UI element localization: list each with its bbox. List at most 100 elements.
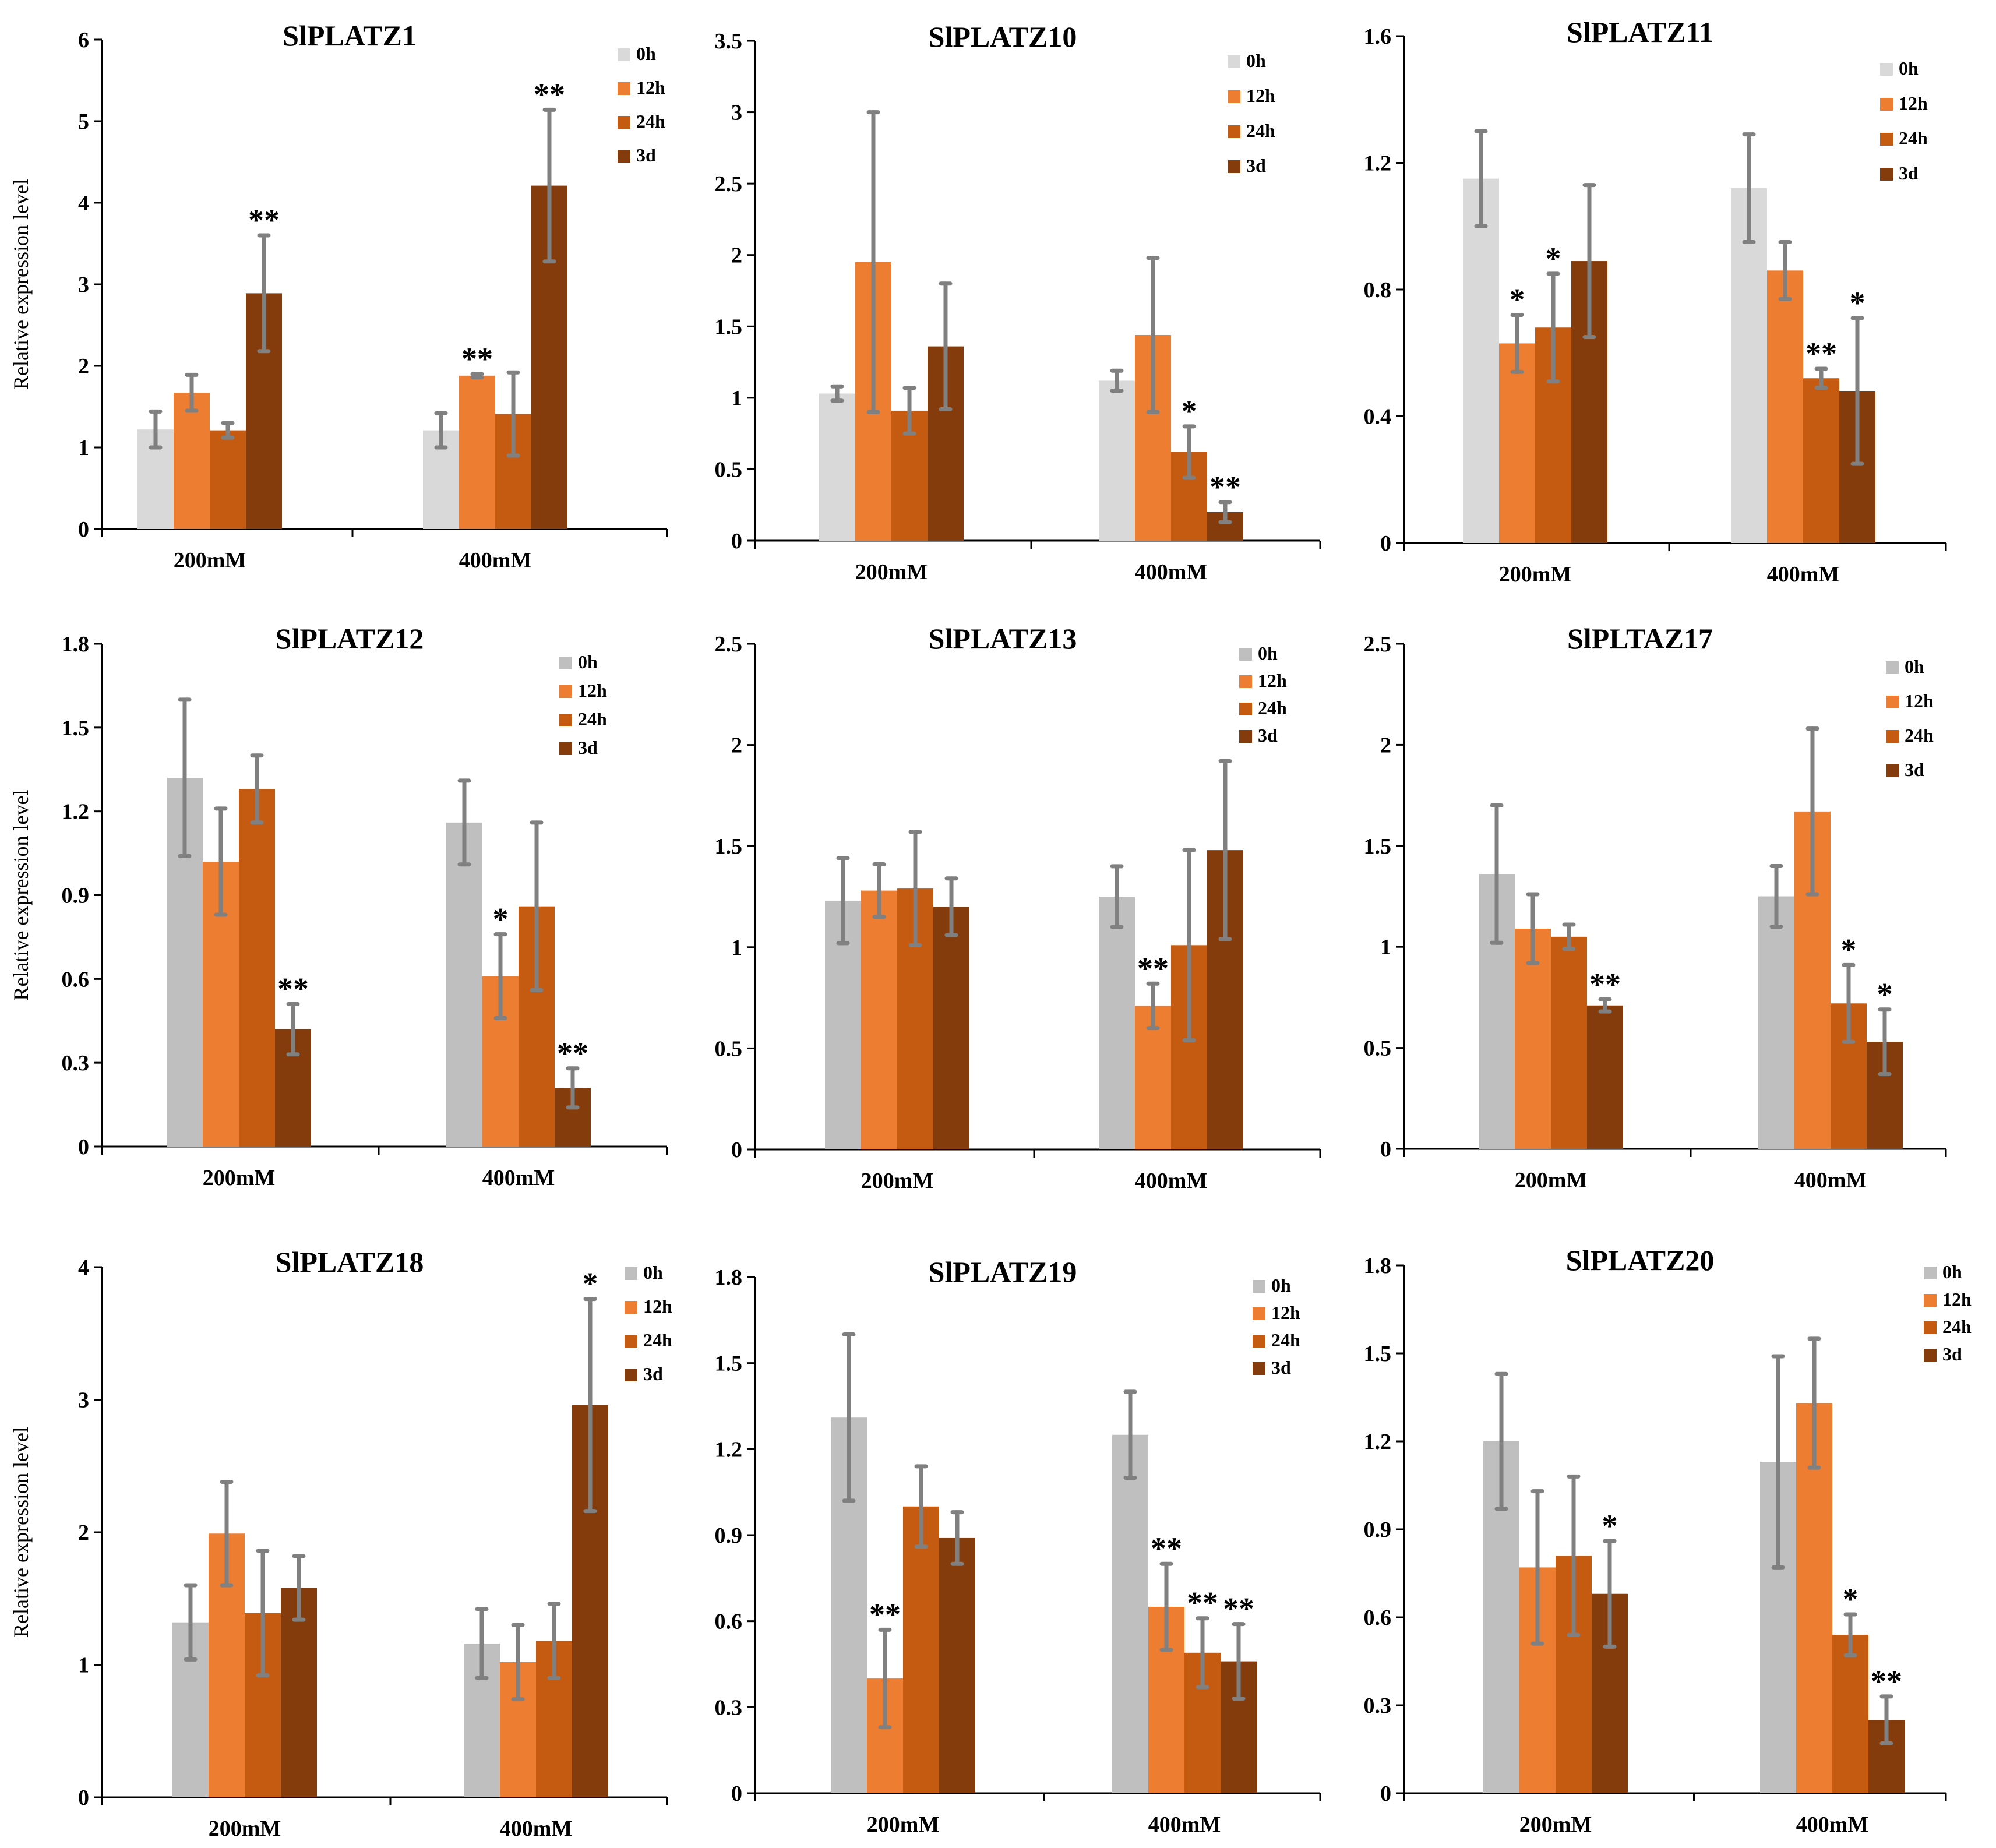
legend-swatch-0h: [618, 48, 630, 61]
significance-marker: **: [869, 1597, 901, 1632]
y-tick-label: 0.5: [1364, 1036, 1392, 1061]
significance-marker: *: [1182, 394, 1197, 429]
legend-swatch-24h: [1886, 730, 1899, 743]
legend-swatch-24h: [559, 714, 572, 726]
legend-label: 12h: [578, 680, 607, 701]
legend-swatch-12h: [1239, 675, 1252, 688]
bar-24h-200mM: [1551, 936, 1587, 1149]
chart-panel-1: 0 1 2 3 4 5 6 Relative expression level SlPLATZ1…: [9, 19, 668, 573]
legend-label: 24h: [1271, 1329, 1300, 1350]
legend-swatch-24h: [1228, 125, 1240, 138]
y-tick-label: 2: [78, 1521, 89, 1545]
y-tick-label: 0.4: [1364, 405, 1392, 429]
legend-swatch-3d: [1886, 764, 1899, 777]
legend-swatch-0h: [1924, 1267, 1937, 1279]
legend-swatch-12h: [1880, 98, 1893, 111]
y-tick-label: 3: [731, 101, 742, 125]
y-tick-label: 1.8: [62, 632, 90, 657]
legend-label: 0h: [1942, 1261, 1962, 1282]
x-category-label: 200mM: [203, 1166, 276, 1190]
x-category-label: 400mM: [459, 548, 532, 573]
x-category-label: 400mM: [500, 1817, 573, 1841]
chart-panel-7: 0 1 2 3 4 Relative expression level SlPLATZ18 2…: [9, 1246, 672, 1841]
y-tick-label: 1.5: [1364, 1342, 1392, 1366]
x-category-label: 200mM: [1519, 1812, 1592, 1837]
y-axis-label: Relative expression level: [9, 1427, 33, 1638]
legend-label: 12h: [1905, 690, 1934, 711]
legend-swatch-0h: [1228, 55, 1240, 68]
y-tick-label: 1.5: [62, 716, 90, 740]
y-tick-label: 0.5: [715, 457, 743, 482]
y-tick-label: 1.8: [715, 1265, 743, 1290]
legend-swatch-0h: [1886, 661, 1899, 674]
bar-0h-400mM: [446, 822, 482, 1147]
y-tick-label: 0: [78, 517, 89, 542]
legend-label: 3d: [1942, 1343, 1962, 1364]
significance-marker: **: [277, 971, 309, 1006]
chart-title: SlPLATZ10: [929, 20, 1077, 53]
y-tick-label: 1.6: [1364, 24, 1392, 49]
legend-swatch-24h: [1253, 1335, 1265, 1348]
legend-swatch-3d: [1880, 168, 1893, 181]
y-axis-label: Relative expression level: [9, 179, 33, 390]
legend-swatch-12h: [618, 82, 630, 95]
legend-swatch-12h: [1924, 1294, 1937, 1307]
legend-label: 24h: [1942, 1316, 1972, 1337]
significance-marker: *: [1850, 285, 1865, 320]
legend-label: 0h: [1258, 643, 1278, 664]
chart-title: SlPLATZ12: [276, 622, 424, 655]
legend-swatch-12h: [559, 685, 572, 698]
significance-marker: *: [583, 1267, 598, 1302]
chart-panel-4: 0 0.3 0.6 0.9 1.2 1.5 1.8 Relative expression l…: [9, 622, 668, 1190]
bar-0h-400mM: [1112, 1434, 1148, 1793]
legend: 0h 12h 24h 3d: [1239, 643, 1287, 746]
y-tick-label: 3: [78, 273, 89, 297]
legend: 0h 12h 24h 3d: [1886, 656, 1934, 780]
bar-0h-400mM: [1099, 380, 1135, 541]
legend: 0h 12h 24h 3d: [1228, 50, 1275, 176]
legend-label: 3d: [578, 737, 598, 758]
legend-label: 0h: [578, 651, 598, 672]
y-tick-label: 1.5: [715, 834, 743, 859]
legend-swatch-24h: [1239, 703, 1252, 715]
x-category-label: 200mM: [1515, 1168, 1588, 1193]
y-tick-label: 1: [731, 386, 742, 411]
legend-swatch-12h: [625, 1301, 637, 1314]
legend-swatch-3d: [559, 742, 572, 755]
y-tick-label: 0.9: [715, 1523, 743, 1548]
bar-12h-200mM: [1515, 928, 1551, 1149]
legend-label: 12h: [1246, 85, 1275, 106]
legend-swatch-3d: [1253, 1362, 1265, 1375]
legend: 0h 12h 24h 3d: [1880, 58, 1928, 184]
bar-12h-200mM: [174, 393, 210, 529]
legend-label: 12h: [1942, 1289, 1972, 1310]
y-tick-label: 4: [78, 1255, 89, 1280]
legend-label: 24h: [1905, 725, 1934, 746]
y-tick-label: 4: [78, 191, 89, 216]
bar-0h-200mM: [1463, 178, 1499, 543]
legend-label: 0h: [1271, 1275, 1291, 1296]
x-category-label: 200mM: [209, 1817, 281, 1841]
legend-label: 3d: [1905, 759, 1924, 780]
y-tick-label: 0: [78, 1786, 89, 1810]
y-tick-label: 0.9: [1364, 1518, 1392, 1542]
y-tick-label: 2: [731, 244, 742, 268]
chart-title: SlPLATZ18: [276, 1246, 424, 1278]
y-tick-label: 0.3: [62, 1051, 90, 1075]
y-tick-label: 6: [78, 28, 89, 52]
y-tick-label: 5: [78, 110, 89, 134]
legend-swatch-0h: [1880, 63, 1893, 76]
y-tick-label: 1.8: [1364, 1254, 1392, 1278]
x-category-label: 400mM: [1767, 562, 1840, 587]
significance-marker: *: [1602, 1508, 1618, 1543]
bar-12h-200mM: [1499, 343, 1535, 543]
legend-swatch-3d: [1924, 1349, 1937, 1362]
y-tick-label: 2.5: [715, 172, 743, 196]
legend-label: 3d: [1258, 725, 1278, 746]
y-tick-label: 0.8: [1364, 278, 1392, 302]
y-tick-label: 1: [78, 436, 89, 460]
